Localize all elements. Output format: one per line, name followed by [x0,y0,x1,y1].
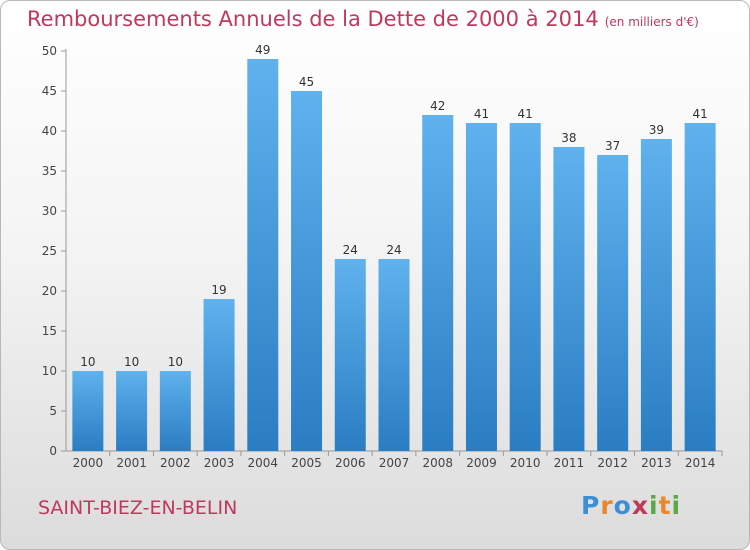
y-tick-label: 40 [42,124,57,138]
bar-value-label: 49 [255,43,270,57]
x-tick-label: 2006 [335,456,366,470]
bar-value-label: 10 [80,355,95,369]
y-tick-label: 35 [42,164,57,178]
x-tick-label: 2008 [422,456,453,470]
bar-value-label: 24 [343,243,358,257]
x-tick-label: 2014 [685,456,716,470]
x-tick-label: 2002 [160,456,191,470]
y-tick-label: 20 [42,284,57,298]
bar [422,115,454,451]
bar [116,371,148,451]
x-tick-label: 2004 [248,456,279,470]
y-tick-label: 45 [42,84,57,98]
chart-title: Remboursements Annuels de la Dette de 20… [27,7,699,31]
bar [247,59,279,451]
bar-value-label: 41 [474,107,489,121]
bar-value-label: 41 [692,107,707,121]
bar [334,259,366,451]
y-tick-label: 10 [42,364,57,378]
bar [684,123,716,451]
logo-letter: r [600,491,614,520]
bar [203,299,235,451]
bar [72,371,104,451]
bar [640,139,672,451]
y-tick-label: 30 [42,204,57,218]
x-tick-label: 2010 [510,456,541,470]
y-tick-label: 5 [49,404,57,418]
bar [465,123,497,451]
logo-letter: i [671,491,682,520]
bar-value-label: 10 [168,355,183,369]
bar [291,91,323,451]
bar-value-label: 19 [211,283,226,297]
bar-value-label: 37 [605,139,620,153]
bar-value-label: 39 [649,123,664,137]
x-tick-label: 2000 [73,456,104,470]
bar [597,155,629,451]
bar [378,259,410,451]
bar [553,147,585,451]
y-tick-label: 15 [42,324,57,338]
x-tick-label: 2001 [116,456,147,470]
logo-letter: o [613,491,632,520]
x-tick-label: 2011 [554,456,585,470]
proxiti-logo: Proxiti [581,491,681,520]
logo-letter: t [658,491,672,520]
logo-letter: P [581,491,601,520]
bar-value-label: 24 [386,243,401,257]
bar-value-label: 45 [299,75,314,89]
place-name: SAINT-BIEZ-EN-BELIN [38,497,238,519]
logo-letter: x [631,491,649,520]
x-tick-label: 2012 [597,456,628,470]
y-tick-label: 0 [49,444,57,458]
bar [159,371,191,451]
chart-title-text: Remboursements Annuels de la Dette de 20… [27,7,599,31]
x-tick-label: 2005 [291,456,322,470]
bar-value-label: 41 [518,107,533,121]
logo-letter: i [649,491,659,520]
x-tick-label: 2009 [466,456,497,470]
y-tick-label: 50 [42,44,57,58]
bar-value-label: 10 [124,355,139,369]
bar-value-label: 38 [561,131,576,145]
x-tick-label: 2003 [204,456,235,470]
chart-unit: (en milliers d'€) [604,15,699,29]
x-tick-label: 2013 [641,456,672,470]
y-tick-label: 25 [42,244,57,258]
bar-value-label: 42 [430,99,445,113]
x-tick-label: 2007 [379,456,410,470]
bar [509,123,541,451]
